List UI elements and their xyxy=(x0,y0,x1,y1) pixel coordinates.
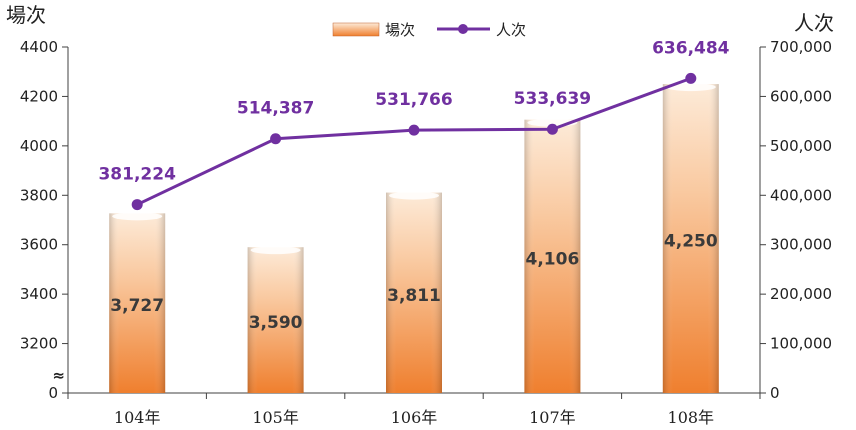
legend-line-label: 人次 xyxy=(496,21,526,39)
line-data-label: 636,484 xyxy=(652,38,730,58)
right-tick-label: 500,000 xyxy=(770,137,832,155)
right-tick-label: 600,000 xyxy=(770,87,832,105)
legend-bar-swatch xyxy=(332,22,380,37)
left-tick-label: 4400 xyxy=(20,38,58,56)
bar-data-label: 3,590 xyxy=(249,313,303,333)
x-tick-label: 108年 xyxy=(668,408,715,427)
bar-data-label: 4,250 xyxy=(664,232,718,252)
bar-highlight xyxy=(112,212,163,221)
line-point xyxy=(685,72,697,84)
bar-highlight xyxy=(665,83,716,92)
legend: 場次 人次 xyxy=(332,21,526,39)
left-tick-label: 3600 xyxy=(20,236,58,254)
bar-highlight xyxy=(389,191,439,200)
bar-shade xyxy=(662,84,719,394)
axis-break-icon: ≈ xyxy=(52,366,65,384)
left-tick-label: 3200 xyxy=(20,335,58,353)
right-axis-title: 人次 xyxy=(794,11,834,35)
legend-bar-label: 場次 xyxy=(385,21,415,39)
left-tick-label: 0 xyxy=(48,384,58,402)
bar-shade xyxy=(386,192,442,393)
x-tick-label: 106年 xyxy=(391,408,438,427)
left-axis-title: 場次 xyxy=(6,3,46,27)
line-data-label: 514,387 xyxy=(237,99,314,119)
line-data-label: 531,766 xyxy=(375,90,452,110)
line-data-label: 381,224 xyxy=(98,165,176,185)
left-tick-label: 4000 xyxy=(20,137,58,155)
bar-highlight xyxy=(250,246,301,255)
right-tick-label: 200,000 xyxy=(770,285,832,303)
bar-data-label: 3,727 xyxy=(110,296,164,316)
left-tick-label: 3400 xyxy=(20,285,58,303)
right-tick-label: 400,000 xyxy=(770,186,832,204)
bar-shade xyxy=(524,119,581,393)
right-tick-label: 0 xyxy=(770,384,780,402)
x-tick-label: 105年 xyxy=(252,408,299,427)
line-data-label: 533,639 xyxy=(514,89,591,109)
legend-line-marker xyxy=(458,24,468,34)
right-tick-label: 100,000 xyxy=(770,335,832,353)
bar-shade xyxy=(109,213,166,393)
bar-data-label: 3,811 xyxy=(387,286,441,306)
line-point xyxy=(408,124,420,136)
line-point xyxy=(546,123,558,135)
right-tick-label: 700,000 xyxy=(770,38,832,56)
bar-data-label: 4,106 xyxy=(526,249,580,269)
line-point xyxy=(131,199,143,211)
line-point xyxy=(270,133,282,145)
right-tick-label: 300,000 xyxy=(770,236,832,254)
bar-shade xyxy=(247,247,304,393)
left-tick-label: 4200 xyxy=(20,87,58,105)
x-tick-label: 107年 xyxy=(529,408,576,427)
left-tick-label: 3800 xyxy=(20,186,58,204)
x-tick-label: 104年 xyxy=(114,408,161,427)
